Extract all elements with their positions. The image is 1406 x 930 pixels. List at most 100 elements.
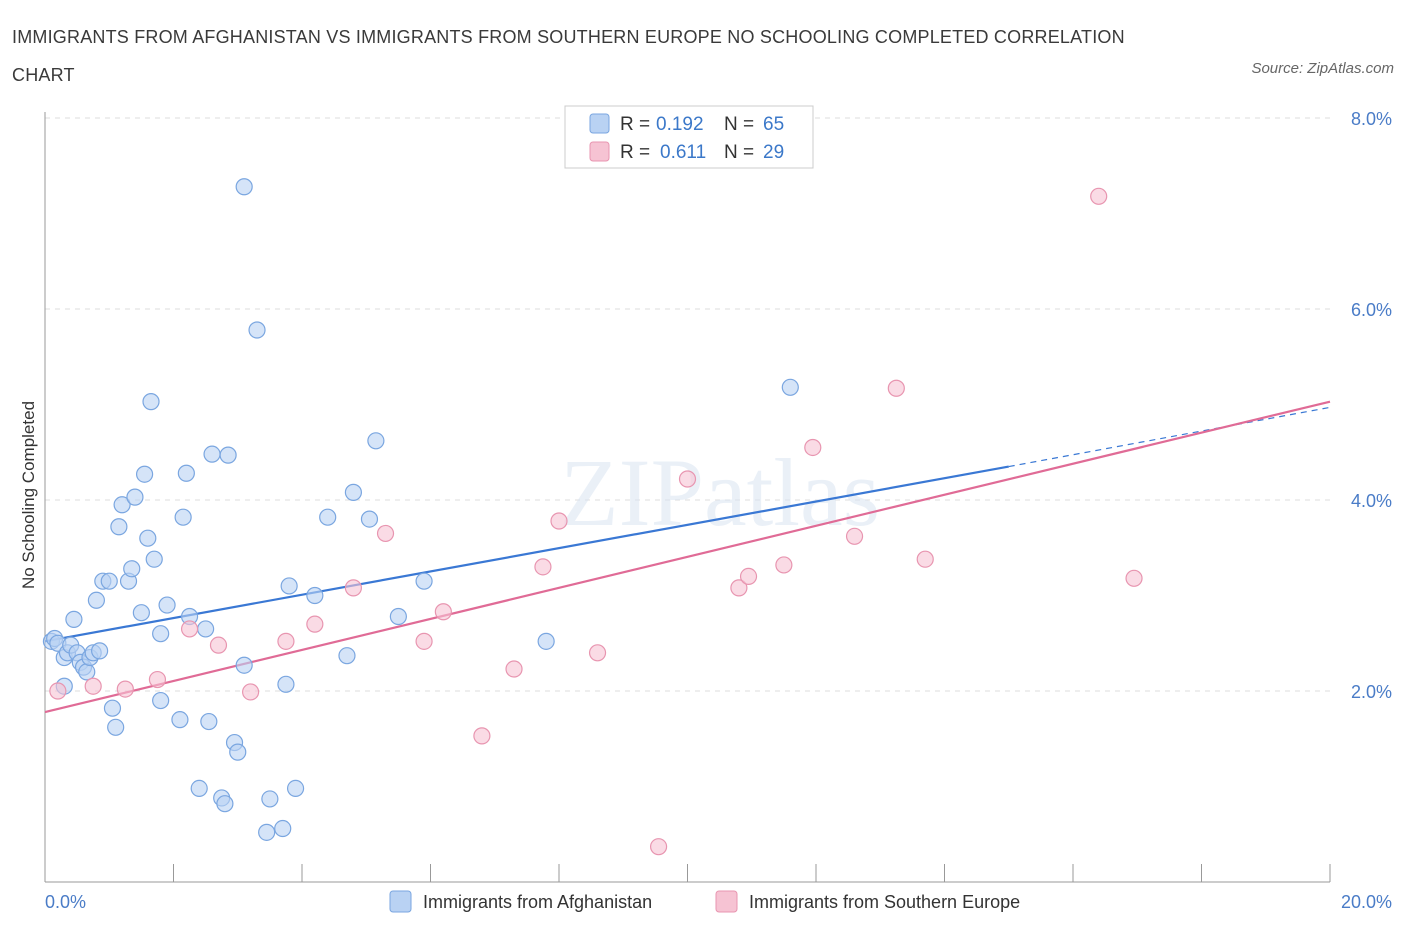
legend-n-label-1: N = — [724, 114, 754, 135]
grid-lines — [45, 117, 1330, 692]
legend-n-value-2: 29 — [763, 142, 784, 163]
data-point — [258, 823, 276, 841]
data-point — [473, 727, 491, 745]
data-point — [537, 632, 555, 650]
y-tick-label: 8.0% — [1351, 109, 1392, 129]
data-point — [360, 510, 379, 528]
data-point — [171, 711, 189, 729]
data-point — [190, 779, 208, 798]
bottom-legend-label-afghanistan: Immigrants from Afghanistan — [423, 892, 652, 912]
data-point — [344, 483, 362, 501]
data-point — [177, 464, 195, 482]
data-point — [91, 642, 109, 660]
data-point — [78, 663, 96, 681]
data-point — [306, 615, 324, 633]
y-tick-label: 6.0% — [1351, 300, 1392, 320]
data-point — [113, 496, 131, 514]
legend-r-label-1: R = — [620, 114, 650, 135]
data-point — [588, 644, 607, 662]
data-point — [550, 512, 568, 530]
y-axis-label: No Schooling Completed — [19, 401, 38, 589]
trend-line-southern-europe — [44, 400, 1331, 714]
data-point — [338, 647, 356, 665]
data-point — [367, 432, 385, 450]
data-point — [235, 178, 253, 196]
data-point — [505, 660, 523, 678]
data-point — [280, 577, 298, 595]
data-point — [126, 488, 144, 506]
data-point — [286, 779, 305, 798]
chart-title: IMMIGRANTS FROM AFGHANISTAN VS IMMIGRANT… — [12, 27, 1125, 85]
data-point — [229, 743, 247, 761]
data-point — [235, 656, 253, 674]
data-point — [110, 518, 128, 536]
data-point — [216, 795, 234, 813]
data-point — [1125, 569, 1143, 587]
bottom-legend-label-southern-europe: Immigrants from Southern Europe — [749, 892, 1020, 912]
bottom-legend: Immigrants from Afghanistan Immigrants f… — [389, 890, 1020, 913]
data-point — [197, 620, 215, 638]
data-point — [261, 790, 279, 808]
data-point — [148, 670, 167, 689]
trend-line-afghanistan-extension — [1008, 406, 1331, 468]
data-point — [845, 527, 864, 545]
data-point — [415, 632, 433, 650]
data-point — [277, 632, 295, 650]
data-point — [248, 321, 266, 339]
data-point — [376, 524, 395, 543]
data-points — [42, 178, 1143, 856]
axes — [44, 112, 1331, 883]
data-point — [180, 620, 199, 638]
data-point — [174, 508, 192, 526]
data-point — [649, 838, 668, 856]
data-point — [277, 675, 295, 693]
data-point — [123, 560, 141, 578]
data-point — [887, 379, 905, 397]
legend-r-value-1: 0.192 — [656, 114, 704, 135]
data-point — [100, 572, 118, 590]
data-point — [87, 591, 106, 609]
data-point — [344, 579, 362, 597]
data-point — [739, 567, 758, 586]
y-tick-label: 4.0% — [1351, 491, 1392, 511]
data-point — [49, 682, 67, 700]
data-point — [139, 529, 157, 547]
data-point — [916, 550, 934, 568]
trend-lines — [44, 400, 1331, 714]
y-tick-label: 2.0% — [1351, 682, 1392, 702]
data-point — [1090, 187, 1108, 205]
data-point — [730, 579, 748, 597]
data-point — [107, 718, 125, 736]
data-point — [274, 819, 292, 838]
data-point — [678, 470, 697, 488]
data-point — [434, 603, 452, 621]
data-point — [781, 378, 799, 396]
legend-n-label-2: N = — [724, 142, 754, 163]
legend-swatch-afghanistan — [589, 113, 610, 134]
data-point — [142, 393, 160, 411]
data-point — [306, 586, 324, 605]
data-point — [319, 508, 337, 526]
data-point — [135, 465, 154, 483]
data-point — [242, 683, 260, 701]
data-point — [209, 636, 228, 654]
x-tick-label: 0.0% — [45, 892, 86, 912]
data-point — [152, 691, 170, 710]
legend-r-value-2: 0.611 — [660, 142, 706, 163]
trend-line-afghanistan — [44, 465, 1009, 643]
data-point — [65, 610, 83, 628]
x-tick-label: 20.0% — [1341, 892, 1392, 912]
data-point — [775, 556, 793, 574]
data-point — [200, 712, 218, 731]
tick-labels: 2.0% 4.0% 6.0% 8.0% 0.0% 20.0% — [45, 109, 1392, 912]
data-point — [389, 607, 407, 626]
legend-swatch-southern-europe — [589, 141, 610, 162]
bottom-legend-swatch-afghanistan — [389, 890, 412, 913]
data-point — [103, 699, 122, 717]
data-point — [158, 596, 176, 614]
data-point — [152, 625, 170, 643]
data-point — [132, 604, 150, 622]
source-credit: Source: ZipAtlas.com — [1251, 60, 1394, 77]
bottom-legend-swatch-southern-europe — [715, 890, 738, 913]
